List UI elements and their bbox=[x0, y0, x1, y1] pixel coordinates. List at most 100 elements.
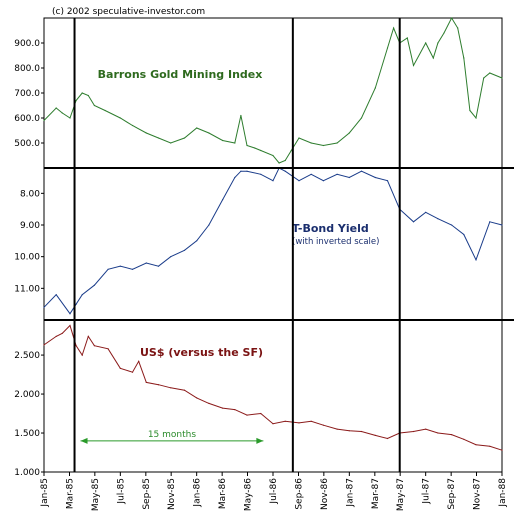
data-point bbox=[145, 132, 147, 134]
data-point bbox=[131, 268, 134, 270]
x-tick-label: Jul-87 bbox=[422, 478, 432, 505]
data-point bbox=[451, 434, 453, 436]
data-point bbox=[55, 107, 57, 109]
data-point bbox=[348, 430, 350, 432]
data-point bbox=[412, 430, 415, 433]
data-point bbox=[75, 99, 77, 102]
data-point bbox=[93, 104, 95, 107]
data-point bbox=[412, 64, 415, 67]
data-point bbox=[183, 137, 186, 139]
data-point bbox=[260, 173, 262, 175]
y-tick-label: 700.0 bbox=[14, 89, 40, 99]
annotation-arrowhead-left bbox=[80, 437, 88, 444]
data-point bbox=[437, 218, 439, 220]
data-point bbox=[425, 211, 427, 213]
data-point bbox=[93, 345, 95, 347]
y-tick-label: 9.00 bbox=[20, 221, 40, 231]
data-point bbox=[360, 170, 363, 172]
data-point bbox=[234, 409, 236, 411]
data-point bbox=[360, 117, 363, 119]
data-point bbox=[157, 137, 160, 139]
data-point bbox=[463, 438, 465, 440]
y-tick-label: 1.000 bbox=[14, 468, 40, 478]
data-point bbox=[55, 294, 57, 296]
data-point bbox=[260, 149, 262, 152]
data-point bbox=[157, 265, 160, 267]
data-point bbox=[234, 142, 236, 144]
data-point bbox=[104, 109, 106, 112]
series-line-0 bbox=[43, 16, 503, 164]
x-tick-label: Sep-85 bbox=[142, 478, 152, 510]
data-point bbox=[457, 27, 459, 29]
data-point bbox=[43, 119, 45, 122]
x-tick-label: Nov-87 bbox=[473, 478, 483, 510]
data-point bbox=[87, 335, 89, 337]
data-point bbox=[336, 173, 338, 175]
data-point bbox=[489, 72, 491, 74]
data-point bbox=[69, 324, 71, 327]
x-tick-label: Sep-87 bbox=[447, 478, 457, 510]
data-point bbox=[81, 92, 83, 94]
data-point bbox=[145, 381, 147, 383]
data-point bbox=[386, 47, 389, 49]
y-tick-label: 800.0 bbox=[14, 64, 40, 74]
x-tick-label: Jan-86 bbox=[193, 478, 203, 508]
data-point bbox=[437, 42, 439, 44]
data-point bbox=[119, 117, 121, 119]
data-point bbox=[463, 57, 465, 59]
data-point bbox=[360, 430, 363, 433]
data-point bbox=[183, 389, 186, 391]
data-point bbox=[483, 77, 485, 79]
data-point bbox=[298, 137, 300, 139]
data-point bbox=[463, 233, 465, 236]
data-point bbox=[55, 335, 57, 337]
y-tick-label: 11.00 bbox=[14, 284, 40, 294]
data-point bbox=[119, 265, 121, 267]
data-point bbox=[170, 256, 172, 258]
data-point bbox=[310, 173, 312, 175]
data-point bbox=[336, 142, 338, 144]
data-point bbox=[75, 345, 77, 347]
data-point bbox=[107, 268, 109, 270]
data-point bbox=[290, 149, 292, 152]
x-tick-label: Mar-85 bbox=[65, 478, 75, 509]
annotation-arrowhead-right bbox=[256, 437, 264, 444]
data-point bbox=[260, 412, 262, 415]
data-point bbox=[393, 27, 395, 29]
data-point bbox=[348, 176, 350, 179]
data-point bbox=[348, 132, 350, 134]
x-tick-label: Jul-85 bbox=[116, 478, 126, 505]
annotation-label: 15 months bbox=[148, 430, 197, 440]
usd-title: US$ (versus the SF) bbox=[140, 346, 263, 359]
data-point bbox=[272, 154, 274, 157]
data-point bbox=[69, 313, 71, 315]
x-tick-label: Jan-88 bbox=[498, 478, 508, 508]
data-point bbox=[93, 284, 95, 286]
data-point bbox=[196, 397, 198, 399]
data-point bbox=[222, 407, 224, 409]
data-point bbox=[196, 240, 198, 242]
data-point bbox=[240, 170, 242, 172]
y-tick-label: 1.500 bbox=[14, 429, 40, 439]
data-point bbox=[208, 132, 210, 134]
data-point bbox=[451, 224, 453, 226]
data-point bbox=[432, 57, 434, 59]
data-point bbox=[412, 221, 415, 223]
data-point bbox=[284, 159, 286, 162]
data-point bbox=[475, 117, 477, 119]
data-point bbox=[322, 424, 324, 426]
data-point bbox=[61, 332, 63, 334]
data-point bbox=[43, 306, 45, 308]
data-point bbox=[43, 344, 45, 346]
data-point bbox=[183, 249, 186, 251]
data-point bbox=[437, 432, 439, 434]
data-point bbox=[170, 142, 172, 144]
data-point bbox=[489, 445, 491, 447]
data-point bbox=[298, 422, 300, 424]
data-point bbox=[406, 37, 408, 39]
y-tick-label: 2.500 bbox=[14, 351, 40, 361]
data-point bbox=[272, 180, 274, 182]
data-point bbox=[69, 117, 71, 119]
data-point bbox=[501, 224, 503, 226]
